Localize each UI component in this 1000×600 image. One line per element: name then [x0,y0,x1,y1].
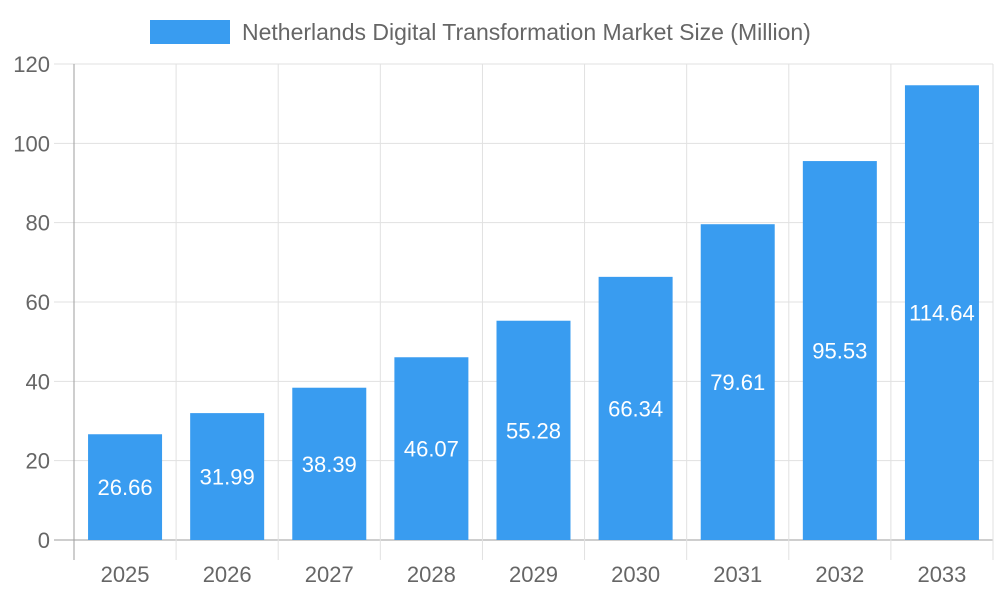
data-label: 95.53 [812,339,867,364]
y-tick-label: 60 [26,290,50,315]
bar [190,413,265,540]
y-tick-label: 20 [26,449,50,474]
grid [54,63,994,560]
bar [88,434,163,540]
x-tick-label: 2027 [305,562,354,587]
y-tick-label: 80 [26,211,50,236]
x-tick-label: 2032 [815,562,864,587]
axes: 0 20 40 60 80 100 120 2025 2026 2027 2028 2029 2030 2… [13,52,966,587]
bar [496,320,571,540]
data-label: 66.34 [608,396,663,421]
bar [292,387,367,540]
bar [802,161,877,540]
data-label: 26.66 [98,475,153,500]
data-label: 79.61 [710,370,765,395]
bar [394,357,469,540]
bar [904,85,979,541]
y-tick-label: 40 [26,369,50,394]
x-tick-label: 2033 [917,562,966,587]
legend[interactable]: Netherlands Digital Transformation Marke… [150,19,811,45]
x-tick-label: 2029 [509,562,558,587]
legend-swatch [150,20,230,44]
bar [598,276,673,540]
x-tick-label: 2025 [101,562,150,587]
y-tick-label: 120 [13,52,50,77]
x-tick-label: 2026 [203,562,252,587]
data-label: 31.99 [200,465,255,490]
x-tick-label: 2028 [407,562,456,587]
x-tick-label: 2030 [611,562,660,587]
x-tick-label: 2031 [713,562,762,587]
data-label: 55.28 [506,418,561,443]
bars: 26.66 31.99 38.39 46.07 55.28 66.34 79.61 95.53… [88,85,979,541]
data-label: 38.39 [302,452,357,477]
data-label: 46.07 [404,437,459,462]
y-tick-label: 0 [38,528,50,553]
legend-label: Netherlands Digital Transformation Marke… [242,19,811,45]
bar [700,224,775,540]
y-tick-label: 100 [13,131,50,156]
data-label: 114.64 [909,301,975,326]
